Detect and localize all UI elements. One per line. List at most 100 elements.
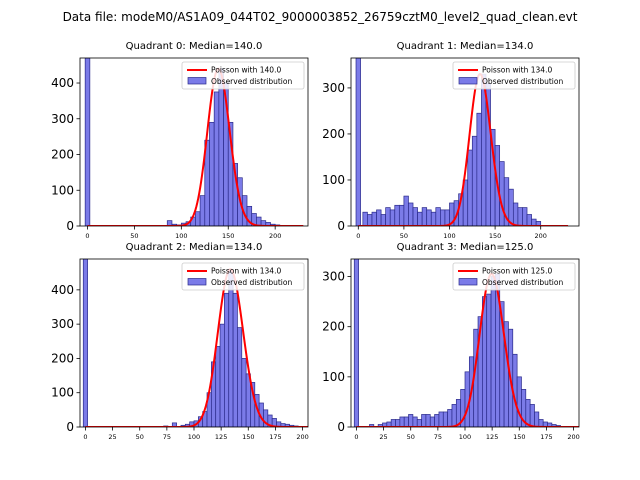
quadrant-1-axes-frame [350, 57, 580, 227]
y-tick-label: 300 [51, 112, 74, 126]
bar [464, 371, 470, 427]
bar [425, 414, 431, 427]
quadrant-2-legend: Poisson with 134.0 Observed distribution [181, 262, 305, 291]
bar [416, 419, 422, 427]
bar [213, 91, 220, 226]
bar [435, 207, 441, 226]
legend-label-observed: Observed distribution [482, 278, 563, 287]
bar [426, 209, 432, 226]
subplot-grid: Quadrant 0: Median=140.0 0 50 100 150 200 0 100… [51, 41, 580, 441]
bar [385, 207, 391, 226]
bar [517, 207, 523, 226]
bar [228, 268, 234, 427]
x-tick-label: 50 [407, 433, 415, 441]
bar [490, 276, 496, 427]
bar [451, 404, 457, 427]
bar [398, 204, 405, 226]
quadrant-3-title: Quadrant 3: Median=125.0 [397, 242, 534, 253]
bar [399, 416, 405, 427]
bar [209, 121, 215, 226]
bar [499, 161, 505, 226]
x-tick-label: 100 [175, 232, 187, 240]
bar [353, 259, 359, 427]
quadrant-2-chart: Quadrant 2: Median=134.0 0 25 50 75 100 125 150… [51, 242, 309, 441]
x-tick-label: 25 [108, 433, 116, 441]
x-tick-label: 175 [269, 433, 281, 441]
x-tick-label: 0 [354, 433, 358, 441]
legend-label-poisson: Poisson with 125.0 [482, 267, 552, 276]
bar [522, 207, 528, 226]
bar [421, 414, 427, 427]
bar [403, 416, 409, 427]
legend-label-poisson: Poisson with 134.0 [482, 66, 552, 75]
quadrant-0-plot-area [84, 58, 304, 226]
bar [394, 204, 400, 226]
x-tick-label: 200 [534, 232, 546, 240]
bar [476, 112, 482, 226]
legend-box [181, 262, 305, 291]
y-tick-label: 200 [51, 148, 74, 162]
x-tick-label: 150 [222, 232, 234, 240]
x-tick-label: 25 [379, 433, 387, 441]
x-tick-label: 200 [296, 433, 308, 441]
bar [362, 211, 368, 226]
bar [412, 207, 418, 226]
x-tick-label: 200 [269, 232, 281, 240]
x-tick-label: 200 [567, 433, 579, 441]
bar [438, 411, 444, 427]
bar [447, 409, 453, 427]
bar [390, 419, 396, 427]
legend-box [452, 61, 576, 90]
y-tick-label: 300 [322, 81, 345, 95]
legend-bar-swatch [458, 77, 478, 85]
quadrant-2-title: Quadrant 2: Median=134.0 [126, 242, 263, 253]
poisson-curve [87, 67, 304, 226]
bar [412, 416, 418, 427]
bar [529, 404, 535, 427]
bar [482, 296, 488, 427]
bar [434, 414, 440, 427]
x-tick-label: 0 [356, 232, 360, 240]
x-tick-label: 75 [163, 433, 171, 441]
x-tick-label: 125 [215, 433, 227, 441]
bar [389, 209, 396, 226]
bar [224, 292, 230, 427]
quadrant-3-chart: Quadrant 3: Median=125.0 0 25 50 75 100 125 150… [322, 242, 580, 441]
x-tick-label: 75 [434, 433, 442, 441]
bar [218, 68, 224, 226]
legend-box [181, 61, 305, 90]
quadrant-3-legend: Poisson with 125.0 Observed distribution [452, 262, 576, 291]
y-tick-label: 100 [322, 173, 345, 187]
bar [380, 214, 387, 226]
bar [408, 202, 414, 226]
quadrant-1-legend: Poisson with 134.0 Observed distribution [452, 61, 576, 90]
bar [526, 214, 532, 226]
poisson-curve [358, 73, 569, 226]
bar [84, 58, 91, 226]
bar [534, 411, 540, 427]
y-tick-label: 400 [51, 76, 74, 90]
bar [215, 346, 221, 427]
legend-bar-swatch [187, 278, 207, 286]
bar [531, 218, 537, 226]
bar [429, 416, 435, 427]
y-tick-label: 200 [51, 351, 74, 365]
legend-label-observed: Observed distribution [211, 278, 292, 287]
bar [535, 221, 542, 226]
bar [241, 358, 247, 427]
x-tick-label: 0 [83, 433, 87, 441]
y-tick-label: 0 [337, 219, 345, 233]
bar [403, 195, 409, 226]
x-tick-label: 100 [443, 232, 455, 240]
legend-label-poisson: Poisson with 134.0 [211, 267, 281, 276]
bar [417, 211, 423, 226]
x-tick-label: 50 [136, 433, 144, 441]
bar [440, 209, 446, 226]
y-tick-label: 0 [66, 420, 74, 434]
y-tick-label: 300 [322, 270, 345, 284]
bar [82, 259, 88, 427]
quadrant-1-title: Quadrant 1: Median=134.0 [397, 41, 534, 52]
bar [219, 323, 225, 427]
bar [430, 211, 437, 226]
